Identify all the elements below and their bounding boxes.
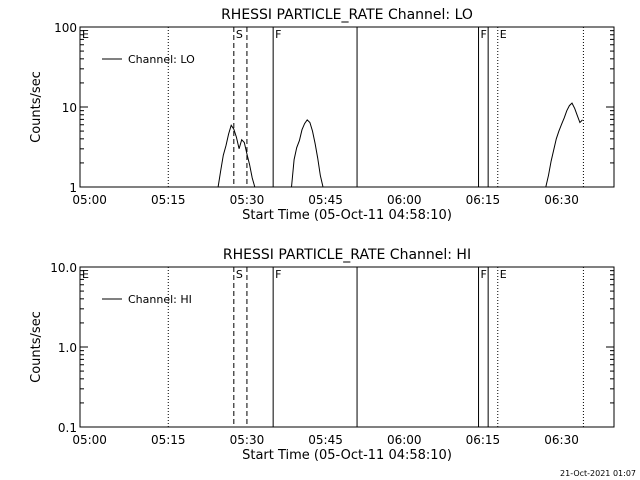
series-line [545, 102, 583, 188]
y-tick-label: 10 [62, 101, 77, 115]
event-marker-label: E [500, 268, 507, 281]
x-tick-label: 06:30 [544, 193, 579, 207]
chart-panels: RHESSI PARTICLE_RATE Channel: LOE S F F ECha… [29, 7, 615, 463]
timestamp-label: 21-Oct-2021 01:07 [560, 469, 636, 478]
x-tick-label: 06:30 [544, 433, 579, 447]
y-tick-label: 100 [54, 21, 77, 35]
x-axis-label: Start Time (05-Oct-11 04:58:10) [242, 208, 452, 223]
event-marker-label: E [500, 28, 507, 41]
x-tick-label: 05:15 [151, 433, 186, 447]
x-tick-label: 05:30 [230, 193, 265, 207]
y-tick-label: 1.0 [58, 341, 77, 355]
legend-entry: Channel: LO [128, 53, 195, 66]
chart-title: RHESSI PARTICLE_RATE Channel: LO [221, 7, 473, 23]
event-marker-label: S [236, 28, 243, 41]
legend-entry: Channel: HI [128, 293, 192, 306]
x-tick-label: 05:45 [308, 433, 343, 447]
y-axis-label: Counts/sec [29, 71, 44, 143]
event-marker-label: F [275, 268, 281, 281]
chart-title: RHESSI PARTICLE_RATE Channel: HI [223, 247, 471, 263]
event-marker-label: F [481, 28, 487, 41]
x-axis-label: Start Time (05-Oct-11 04:58:10) [242, 448, 452, 463]
series-line [291, 119, 324, 188]
x-tick-label: 06:00 [387, 193, 422, 207]
y-tick-label: 0.1 [58, 421, 77, 435]
x-tick-label: 06:15 [466, 433, 501, 447]
x-tick-label: 06:15 [466, 193, 501, 207]
x-tick-label: 05:15 [151, 193, 186, 207]
event-marker-label: S [236, 268, 243, 281]
x-tick-label: 05:00 [72, 433, 107, 447]
chart-panel-2: RHESSI PARTICLE_RATE Channel: HIE S F F ECha… [29, 247, 615, 463]
event-marker-label: F [275, 28, 281, 41]
event-marker-label: E [82, 28, 89, 41]
x-tick-label: 05:45 [308, 193, 343, 207]
chart-panel-1: RHESSI PARTICLE_RATE Channel: LOE S F F ECha… [29, 7, 615, 223]
event-marker-label: E [82, 268, 89, 281]
y-tick-label: 10.0 [50, 261, 77, 275]
x-tick-label: 05:00 [72, 193, 107, 207]
x-tick-label: 06:00 [387, 433, 422, 447]
series-line [217, 124, 256, 188]
y-axis-label: Counts/sec [29, 311, 44, 383]
y-tick-label: 1 [69, 181, 77, 195]
event-marker-label: F [481, 268, 487, 281]
x-tick-label: 05:30 [230, 433, 265, 447]
